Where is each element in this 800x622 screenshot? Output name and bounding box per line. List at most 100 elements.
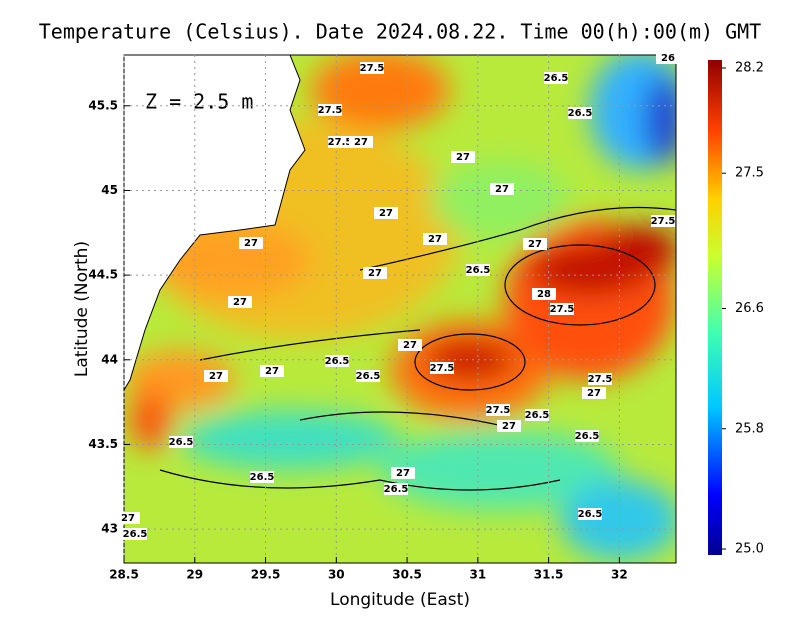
contour-label-bg (204, 370, 228, 382)
contour-label-bg (391, 467, 415, 479)
contour-label: 27 (233, 297, 247, 308)
contour-label-bg (169, 436, 193, 448)
contour-label: 27.5 (360, 63, 385, 74)
contour-label-bg (651, 215, 675, 227)
y-tick-label: 43 (101, 522, 118, 536)
contour-label-bg (356, 370, 380, 382)
contour-label: 26.5 (568, 108, 593, 119)
contour-label: 27 (403, 340, 417, 351)
contour-label-bg (550, 303, 574, 315)
contour-label: 27 (244, 238, 258, 249)
depth-annotation: Z = 2.5 m (145, 90, 253, 114)
y-tick-label: 44 (101, 352, 118, 366)
contour-label: 27 (209, 371, 223, 382)
title: Temperature (Celsius). Date 2024.08.22. … (39, 20, 761, 44)
contour-label: 27.5 (430, 363, 455, 374)
contour-label: 27 (428, 234, 442, 245)
x-tick-label: 31.5 (534, 568, 564, 582)
contour-label: 26.5 (325, 356, 350, 367)
colorbar-tick-label: 27.5 (735, 166, 764, 181)
contour-label-bg (451, 151, 475, 163)
contour-label: 26.5 (169, 437, 194, 448)
contour-label-bg (656, 52, 680, 64)
contour-label-bg (568, 107, 592, 119)
contour-label-bg (349, 136, 373, 148)
x-tick-label: 28.5 (109, 568, 139, 582)
contour-label: 26.5 (384, 484, 409, 495)
contour-label-bg (360, 62, 384, 74)
x-axis-label: Longitude (East) (330, 590, 470, 610)
colorbar-tick-label: 25.0 (735, 542, 764, 557)
contour-label: 27 (495, 184, 509, 195)
temperature-field (124, 55, 676, 563)
colorbar (708, 60, 722, 555)
contour-label: 27.5 (651, 216, 676, 227)
contour-label-bg (430, 362, 454, 374)
contour-label: 26.5 (525, 410, 550, 421)
contour-label: 28 (537, 289, 551, 300)
contour-label: 27.5 (588, 374, 613, 385)
x-tick-label: 31 (469, 568, 486, 582)
colorbar-tick-label: 28.2 (735, 61, 764, 76)
colorbar-tick-label: 25.8 (735, 421, 764, 436)
x-tick-label: 30 (328, 568, 345, 582)
contour-label: 26.5 (250, 472, 275, 483)
contour-label-bg (486, 404, 510, 416)
y-axis-label: Latitude (North) (72, 241, 92, 377)
contour-label: 26 (661, 53, 675, 64)
contour-label: 27 (379, 208, 393, 219)
contour-label-bg (532, 288, 556, 300)
y-tick-label: 45.5 (88, 98, 118, 112)
contour-label-bg (398, 339, 422, 351)
y-tick-label: 44.5 (88, 268, 118, 282)
colorbar-tick-label: 26.6 (735, 301, 764, 316)
y-tick-label: 45 (101, 183, 118, 197)
contour-label-bg (575, 430, 599, 442)
contour-label: 26.5 (544, 73, 569, 84)
contour-label-bg (363, 267, 387, 279)
y-tick-label: 43.5 (88, 437, 118, 451)
contour-label: 27 (502, 421, 516, 432)
contour-label: 26.5 (575, 431, 600, 442)
contour-label-bg (325, 355, 349, 367)
contour-label-bg (525, 409, 549, 421)
contour-label-bg (239, 237, 263, 249)
contour-label-bg (318, 104, 342, 116)
contour-label-bg (523, 238, 547, 250)
x-tick-label: 32 (611, 568, 628, 582)
contour-label-bg (578, 508, 602, 520)
contour-label: 27.5 (328, 137, 353, 148)
contour-label: 27 (368, 268, 382, 279)
contour-label: 26.5 (578, 509, 603, 520)
x-tick-label: 30.5 (392, 568, 422, 582)
contour-label: 27.5 (318, 105, 343, 116)
contour-label: 26.5 (466, 265, 491, 276)
x-tick-label: 29.5 (251, 568, 281, 582)
contour-label: 27 (121, 513, 135, 524)
contour-label-bg (544, 72, 568, 84)
contour-label-bg (466, 264, 490, 276)
contour-label-bg (123, 528, 147, 540)
contour-label-bg (260, 365, 284, 377)
contour-label: 27 (456, 152, 470, 163)
x-tick-label: 29 (186, 568, 203, 582)
contour-label-bg (384, 483, 408, 495)
contour-label: 27 (587, 388, 601, 399)
contour-label-bg (582, 387, 606, 399)
contour-label-bg (374, 207, 398, 219)
contour-label-bg (588, 373, 612, 385)
contour-label-bg (497, 420, 521, 432)
contour-label: 27.5 (486, 405, 511, 416)
contour-label-bg (228, 296, 252, 308)
contour-label: 27.5 (550, 304, 575, 315)
contour-label: 26.5 (123, 529, 148, 540)
contour-label-bg (490, 183, 514, 195)
contour-label-bg (423, 233, 447, 245)
contour-label-bg (328, 136, 352, 148)
contour-label-bg (250, 471, 274, 483)
contour-label-bg (116, 512, 140, 524)
contour-label: 27 (354, 137, 368, 148)
contour-label: 27 (265, 366, 279, 377)
contour-label: 26.5 (356, 371, 381, 382)
